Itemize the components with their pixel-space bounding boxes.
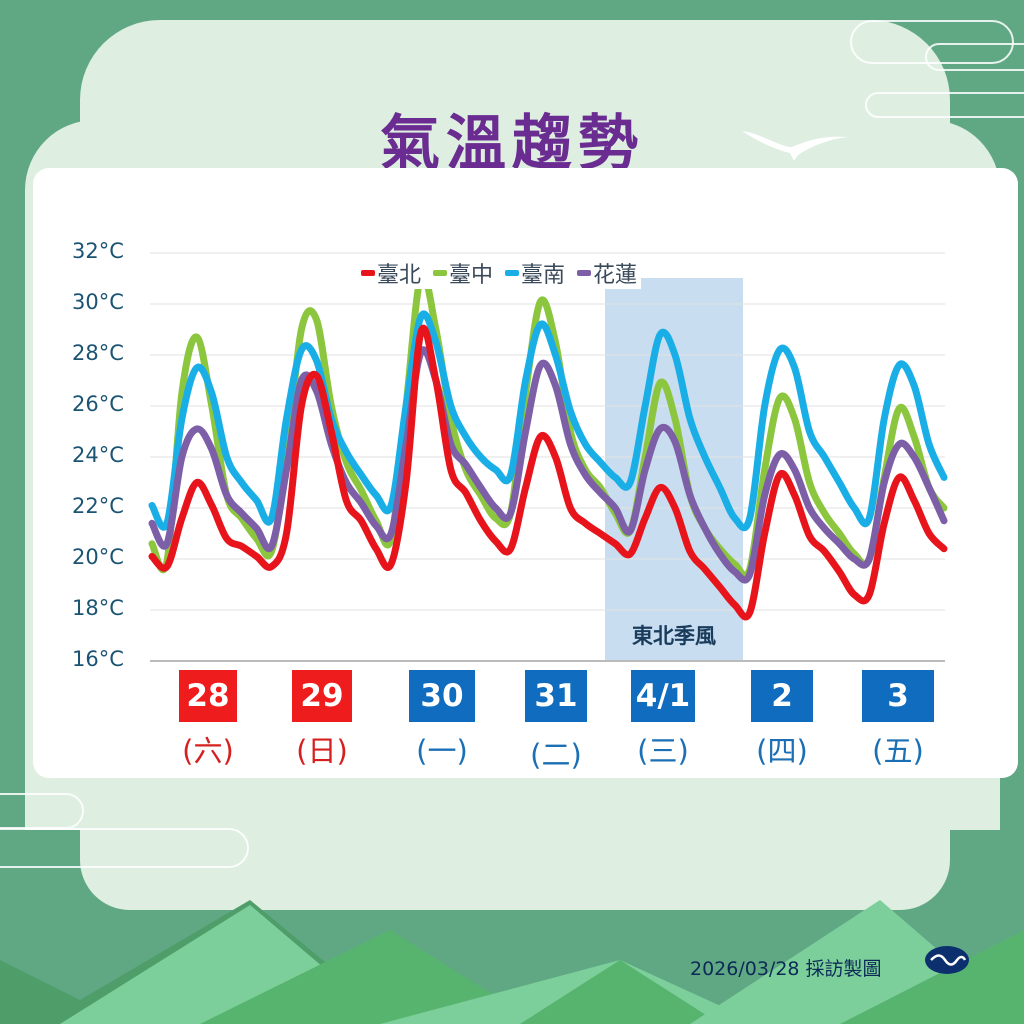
y-tick-label: 30°C [72, 290, 124, 314]
monsoon-shaded-region [605, 278, 743, 661]
weekday-label: (六) [182, 734, 234, 768]
monsoon-annotation-label: 東北季風 [632, 624, 716, 648]
legend-label: 花蓮 [593, 263, 638, 288]
date-box: 3 [862, 670, 934, 722]
legend-label: 臺北 [377, 263, 422, 288]
weekday-label: (四) [756, 734, 808, 768]
cloud-line-decoration [865, 92, 1024, 118]
legend-item-hualien: 花蓮 [577, 257, 637, 289]
y-tick-label: 26°C [72, 392, 124, 416]
date-box: 29 [292, 670, 352, 722]
weekday-label: (五) [872, 734, 924, 768]
chart-legend: 臺北 臺中 臺南 花蓮 [357, 257, 642, 289]
page-title: 氣溫趨勢 [380, 109, 644, 179]
legend-swatch-icon [433, 270, 448, 276]
series-line-花蓮 [148, 346, 948, 584]
legend-swatch-icon [505, 270, 520, 276]
y-tick-label: 24°C [72, 443, 124, 467]
footer-credit: 2026/03/28 採訪製圖 [690, 958, 882, 980]
cloud-line-decoration [925, 43, 1024, 71]
y-tick-label: 22°C [72, 494, 124, 518]
y-tick-label: 16°C [72, 647, 124, 671]
legend-swatch-icon [577, 270, 592, 276]
y-tick-label: 20°C [72, 545, 124, 569]
date-box: 2 [751, 670, 813, 722]
legend-item-tainan: 臺南 [505, 257, 565, 289]
y-tick-label: 32°C [72, 239, 124, 263]
date-box: 4/1 [631, 670, 695, 722]
y-tick-label: 28°C [72, 341, 124, 365]
series-line-臺南 [148, 310, 948, 532]
legend-item-taichung: 臺中 [433, 257, 493, 289]
y-tick-label: 18°C [72, 596, 124, 620]
date-box: 28 [179, 670, 237, 722]
legend-swatch-icon [361, 270, 375, 276]
legend-label: 臺南 [521, 263, 566, 288]
agency-logo-icon [925, 946, 969, 974]
weekday-label: (日) [296, 734, 348, 768]
legend-label: 臺中 [449, 263, 494, 288]
weekday-label: (三) [637, 734, 689, 768]
weekday-label: (一) [416, 734, 468, 768]
legend-item-taipei: 臺北 [361, 257, 421, 289]
series-line-臺北 [148, 324, 948, 621]
date-box: 30 [409, 670, 475, 722]
date-box: 31 [525, 670, 587, 722]
bird-icon [742, 131, 848, 161]
cloud-line-decoration [0, 828, 249, 868]
weekday-label: (二) [530, 738, 582, 772]
